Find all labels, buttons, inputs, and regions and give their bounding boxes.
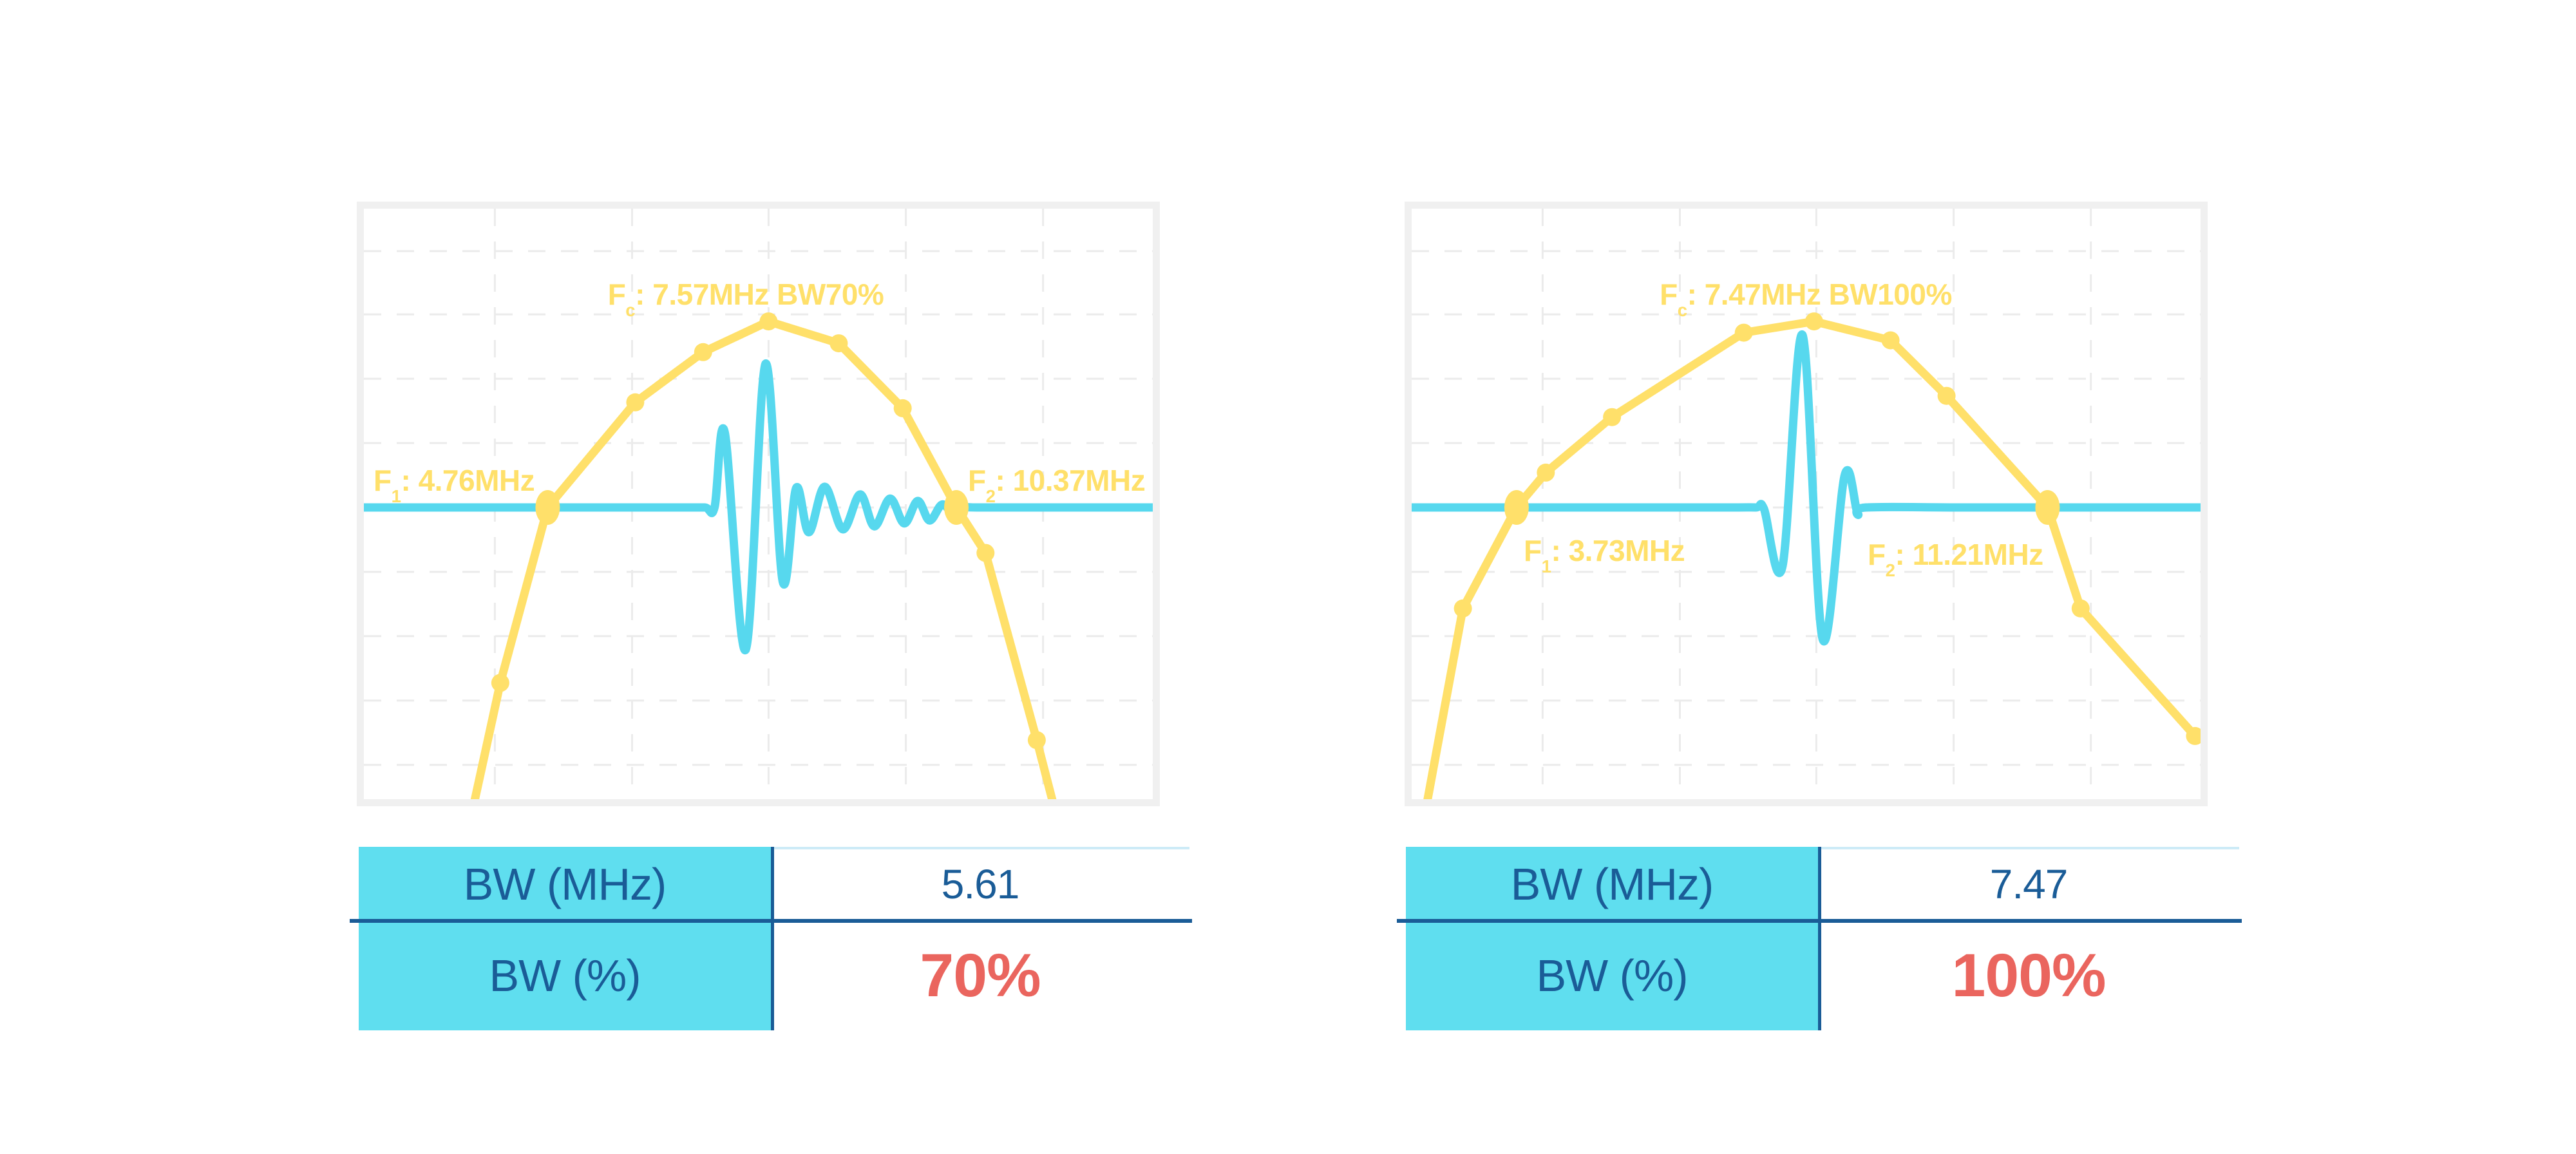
spectrum-point-marker	[2186, 726, 2201, 745]
bandwidth-crossing-marker	[944, 490, 969, 525]
table-column-divider	[771, 847, 774, 1030]
bandwidth-crossing-marker	[2035, 490, 2060, 525]
bw-mhz-header-label: BW (MHz)	[1510, 858, 1714, 909]
f2-label-subscript: 2	[1885, 560, 1895, 581]
fc-label-subscript: c	[625, 300, 636, 321]
f1-label-subscript: 1	[1541, 556, 1551, 577]
fc-label-subscript: c	[1677, 300, 1687, 321]
bw-pct-header-cell: BW (%)	[1406, 921, 1818, 1030]
spectrum-curve	[470, 317, 1057, 799]
spectrum-point-marker	[2071, 599, 2090, 618]
bandwidth-crossing-marker	[535, 490, 560, 525]
fc-label-value: : 7.57MHz BW70%	[635, 278, 884, 311]
f1-label-prefix: F	[374, 464, 392, 497]
f1-label-prefix: F	[1524, 534, 1542, 567]
f2-annotation: F2: 10.37MHz	[968, 464, 1146, 506]
spectrum-plot-bw100	[1412, 209, 2201, 799]
spectrum-plot-bw70	[364, 209, 1153, 799]
f2-label-prefix: F	[968, 464, 986, 497]
table-row: BW (%) 100%	[1406, 921, 2239, 1030]
f2-label-value: : 11.21MHz	[1895, 538, 2043, 571]
bw-table-70: BW (MHz) 5.61 BW (%) 70%	[350, 847, 1192, 1030]
bw-mhz-value-cell: 5.61	[771, 847, 1189, 921]
f1-annotation: F1: 3.73MHz	[1524, 534, 1685, 576]
bandwidth-crossing-marker	[1504, 490, 1529, 525]
spectrum-point-marker	[1454, 599, 1472, 618]
f1-annotation: F1: 4.76MHz	[374, 464, 535, 506]
spectrum-point-marker	[893, 399, 912, 417]
spectrum-point-marker	[1881, 331, 1900, 350]
spectrum-point-marker	[694, 343, 712, 361]
bw-mhz-header-label: BW (MHz)	[463, 858, 667, 909]
table-top-accent-line	[1821, 847, 2239, 849]
bw-table-100: BW (MHz) 7.47 BW (%) 100%	[1397, 847, 2242, 1030]
f2-annotation: F2: 11.21MHz	[1868, 538, 2043, 580]
spectrum-point-marker	[829, 334, 848, 353]
fc-label-prefix: F	[1660, 278, 1678, 311]
spectrum-point-marker	[1734, 323, 1753, 342]
table-column-divider	[1818, 847, 1821, 1030]
fc-annotation: Fc: 7.47MHz BW100%	[1660, 278, 1953, 319]
bw-mhz-value: 7.47	[1989, 860, 2069, 907]
spectrum-point-marker	[1603, 408, 1622, 426]
bw-pct-header-label: BW (%)	[489, 951, 641, 1001]
bw-pct-header-cell: BW (%)	[359, 921, 771, 1030]
f1-label-value: : 4.76MHz	[401, 464, 535, 497]
bw-pct-header-label: BW (%)	[1536, 951, 1688, 1001]
spectrum-point-marker	[626, 393, 645, 411]
spectrum-point-marker	[759, 312, 778, 331]
spectrum-point-marker	[1027, 731, 1046, 750]
f2-label-value: : 10.37MHz	[995, 464, 1146, 497]
spectrum-chart-bw100: Fc: 7.47MHz BW100% F1: 3.73MHz F2: 11.21…	[1405, 202, 2208, 806]
pulse-waveform	[1412, 330, 2201, 646]
f1-label-subscript: 1	[391, 486, 401, 507]
spectrum-point-marker	[1937, 386, 1956, 405]
bw-mhz-value: 5.61	[941, 860, 1020, 907]
bw-mhz-header-cell: BW (MHz)	[359, 847, 771, 921]
bw-pct-value-cell: 100%	[1818, 921, 2239, 1030]
spectrum-chart-bw70: Fc: 7.57MHz BW70% F1: 4.76MHz F2: 10.37M…	[357, 202, 1160, 806]
spectrum-point-marker	[1537, 463, 1555, 482]
table-row: BW (%) 70%	[359, 921, 1189, 1030]
table-row: BW (MHz) 5.61	[359, 847, 1189, 921]
spectrum-point-marker	[491, 674, 509, 692]
spectrum-point-marker	[1804, 312, 1823, 331]
fc-annotation: Fc: 7.57MHz BW70%	[607, 278, 884, 319]
f1-label-value: : 3.73MHz	[1551, 534, 1685, 567]
bw-pct-value-cell: 70%	[771, 921, 1189, 1030]
f2-label-subscript: 2	[985, 486, 996, 507]
table-top-accent-line	[774, 847, 1189, 849]
bw-mhz-value-cell: 7.47	[1818, 847, 2239, 921]
pulse-waveform	[364, 359, 1153, 654]
spectrum-curve	[1423, 317, 2199, 799]
table-row: BW (MHz) 7.47	[1406, 847, 2239, 921]
bw-mhz-header-cell: BW (MHz)	[1406, 847, 1818, 921]
bw-pct-value: 100%	[1951, 941, 2107, 1010]
fc-label-prefix: F	[607, 278, 626, 311]
spectrum-point-marker	[976, 544, 995, 562]
f2-label-prefix: F	[1868, 538, 1886, 571]
bw-pct-value: 70%	[920, 941, 1041, 1010]
fc-label-value: : 7.47MHz BW100%	[1687, 278, 1953, 311]
